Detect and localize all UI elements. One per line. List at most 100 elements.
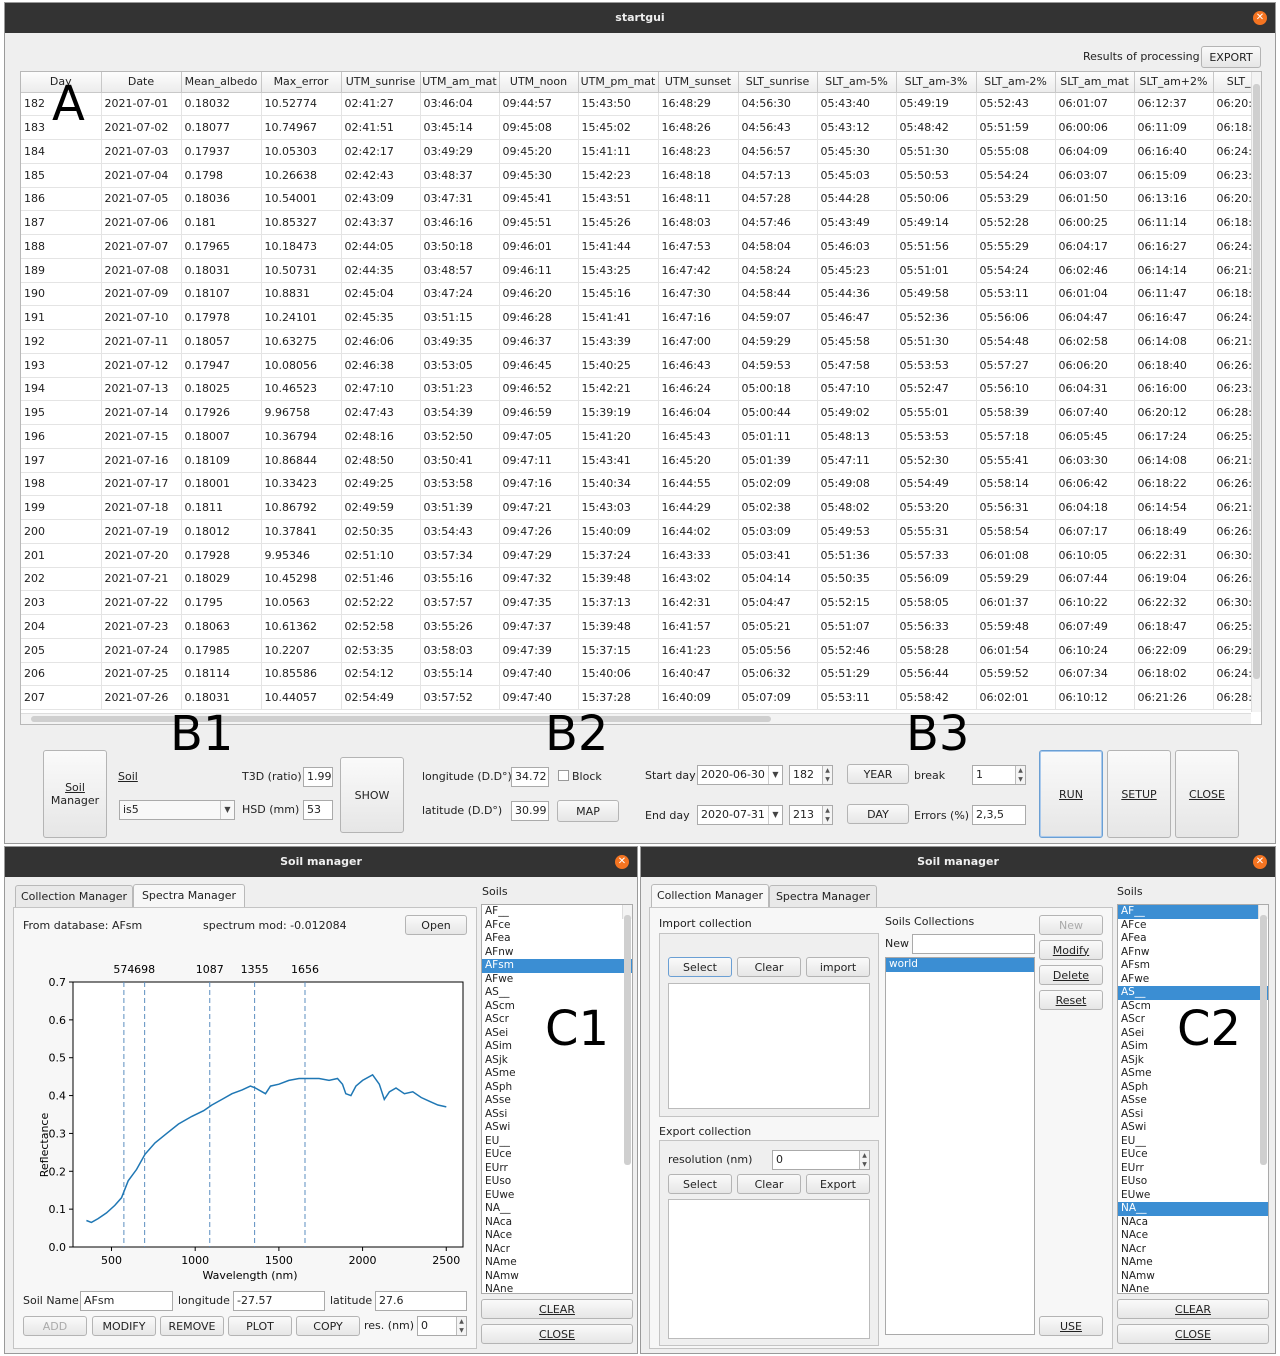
table-cell[interactable]: 0.18029 (181, 567, 262, 592)
table-cell[interactable]: 2021-07-05 (101, 187, 182, 212)
column-header[interactable]: Max_error (261, 72, 342, 93)
column-header[interactable]: SLT_am-2% (976, 72, 1056, 93)
table-cell[interactable]: 05:52:15 (817, 590, 897, 615)
spin-arrows-icon[interactable]: ▲ ▼ (822, 806, 832, 824)
modify-button-c1[interactable]: MODIFY (92, 1316, 156, 1336)
table-cell[interactable]: 15:43:03 (578, 495, 659, 520)
soil-list-item[interactable]: ASim (1121, 1040, 1148, 1052)
table-cell[interactable]: 15:40:25 (578, 353, 659, 378)
column-header[interactable]: SLT_am+2% (1134, 72, 1214, 93)
table-cell[interactable]: 05:05:21 (738, 614, 818, 639)
table-row[interactable]: 193 2021-07-12 0.17947 10.08056 02:46:38 03:5… (21, 353, 1261, 378)
table-cell[interactable]: 0.17947 (181, 353, 262, 378)
table-cell[interactable]: 06:06:42 (1055, 472, 1135, 497)
table-cell[interactable]: 16:47:16 (658, 305, 739, 330)
table-cell[interactable]: 06:01:54 (976, 638, 1056, 663)
table-cell[interactable]: 06:01:04 (1055, 282, 1135, 307)
table-cell[interactable]: 06:04:17 (1055, 234, 1135, 259)
tab-collection-manager[interactable]: Collection Manager (15, 885, 133, 907)
table-cell[interactable]: 15:43:39 (578, 329, 659, 354)
table-cell[interactable]: 10.85586 (261, 662, 342, 687)
table-cell[interactable]: 05:44:28 (817, 187, 897, 212)
soil-list-item[interactable]: ASsi (485, 1107, 508, 1120)
soil-list-item[interactable]: AScm (485, 999, 515, 1012)
table-cell[interactable]: 204 (21, 614, 102, 639)
table-cell[interactable]: 02:43:37 (341, 210, 421, 235)
table-cell[interactable]: 182 (21, 92, 102, 117)
table-cell[interactable]: 196 (21, 424, 102, 449)
table-cell[interactable]: 05:50:53 (896, 163, 977, 188)
table-cell[interactable]: 05:49:53 (817, 519, 897, 544)
table-cell[interactable]: 16:44:02 (658, 519, 739, 544)
table-cell[interactable]: 0.18077 (181, 115, 262, 140)
table-cell[interactable]: 05:50:35 (817, 567, 897, 592)
spin-arrows-icon[interactable]: ▲ ▼ (456, 1317, 466, 1335)
table-cell[interactable]: 0.18025 (181, 377, 262, 402)
table-cell[interactable]: 203 (21, 590, 102, 615)
table-cell[interactable]: 2021-07-20 (101, 543, 182, 568)
tab-collection-manager-c2[interactable]: Collection Manager (651, 884, 769, 907)
spin-arrows-icon[interactable]: ▲ ▼ (1015, 766, 1025, 784)
column-header[interactable]: UTM_sunset (658, 72, 739, 93)
soil-list-item[interactable]: NA__ (485, 1202, 511, 1214)
table-cell[interactable]: 2021-07-24 (101, 638, 182, 663)
table-cell[interactable]: 15:40:09 (578, 519, 659, 544)
add-button[interactable]: ADD (23, 1316, 87, 1336)
table-cell[interactable]: 05:51:01 (896, 258, 977, 283)
table-cell[interactable]: 04:59:29 (738, 329, 818, 354)
table-cell[interactable]: 15:43:41 (578, 448, 659, 473)
table-cell[interactable]: 02:53:35 (341, 638, 421, 663)
table-cell[interactable]: 03:58:03 (420, 638, 500, 663)
table-cell[interactable]: 201 (21, 543, 102, 568)
table-cell[interactable]: 0.1798 (181, 163, 262, 188)
table-cell[interactable]: 03:49:35 (420, 329, 500, 354)
table-cell[interactable]: 16:41:23 (658, 638, 739, 663)
reset-button[interactable]: Reset (1039, 990, 1103, 1010)
table-cell[interactable]: 0.181 (181, 210, 262, 235)
table-cell[interactable]: 10.8831 (261, 282, 342, 307)
tab-spectra-manager-c2[interactable]: Spectra Manager (769, 885, 877, 907)
table-row[interactable]: 188 2021-07-07 0.17965 10.18473 02:44:05 03:5… (21, 234, 1261, 259)
table-row[interactable]: 184 2021-07-03 0.17937 10.05303 02:42:17 03:4… (21, 139, 1261, 164)
table-cell[interactable]: 16:45:20 (658, 448, 739, 473)
soil-list-item[interactable]: ASme (485, 1067, 516, 1079)
table-cell[interactable]: 09:45:30 (499, 163, 579, 188)
table-cell[interactable]: 09:44:57 (499, 92, 579, 117)
table-cell[interactable]: 16:46:24 (658, 377, 739, 402)
table-cell[interactable]: 0.18031 (181, 258, 262, 283)
table-cell[interactable]: 16:48:11 (658, 187, 739, 212)
table-cell[interactable]: 06:22:32 (1134, 590, 1214, 615)
end-date-select[interactable]: 2020-07-31 ▼ (697, 805, 783, 825)
table-cell[interactable]: 183 (21, 115, 102, 140)
table-cell[interactable]: 16:47:42 (658, 258, 739, 283)
table-cell[interactable]: 10.05303 (261, 139, 342, 164)
table-row[interactable]: 199 2021-07-18 0.1811 10.86792 02:49:59 03:51… (21, 495, 1261, 520)
table-cell[interactable]: 0.17937 (181, 139, 262, 164)
table-cell[interactable]: 05:55:41 (976, 448, 1056, 473)
table-cell[interactable]: 05:53:20 (896, 495, 977, 520)
table-cell[interactable]: 10.33423 (261, 472, 342, 497)
table-cell[interactable]: 05:54:48 (976, 329, 1056, 354)
table-cell[interactable]: 09:47:39 (499, 638, 579, 663)
table-cell[interactable]: 05:54:49 (896, 472, 977, 497)
table-cell[interactable]: 06:14:08 (1134, 329, 1214, 354)
table-row[interactable]: 186 2021-07-05 0.18036 10.54001 02:43:09 03:4… (21, 187, 1261, 212)
table-cell[interactable]: 03:50:18 (420, 234, 500, 259)
table-cell[interactable]: 05:58:05 (896, 590, 977, 615)
table-cell[interactable]: 05:01:11 (738, 424, 818, 449)
table-cell[interactable]: 02:48:50 (341, 448, 421, 473)
table-cell[interactable]: 04:56:43 (738, 115, 818, 140)
table-cell[interactable]: 2021-07-06 (101, 210, 182, 235)
table-cell[interactable]: 15:37:13 (578, 590, 659, 615)
table-cell[interactable]: 06:13:16 (1134, 187, 1214, 212)
table-cell[interactable]: 05:51:30 (896, 139, 977, 164)
table-cell[interactable]: 05:57:18 (976, 424, 1056, 449)
table-cell[interactable]: 09:47:05 (499, 424, 579, 449)
table-cell[interactable]: 05:45:58 (817, 329, 897, 354)
table-cell[interactable]: 04:56:57 (738, 139, 818, 164)
table-cell[interactable]: 2021-07-23 (101, 614, 182, 639)
table-cell[interactable]: 09:47:11 (499, 448, 579, 473)
plot-button[interactable]: PLOT (228, 1316, 292, 1336)
table-cell[interactable]: 2021-07-11 (101, 329, 182, 354)
table-row[interactable]: 202 2021-07-21 0.18029 10.45298 02:51:46 03:5… (21, 567, 1261, 592)
